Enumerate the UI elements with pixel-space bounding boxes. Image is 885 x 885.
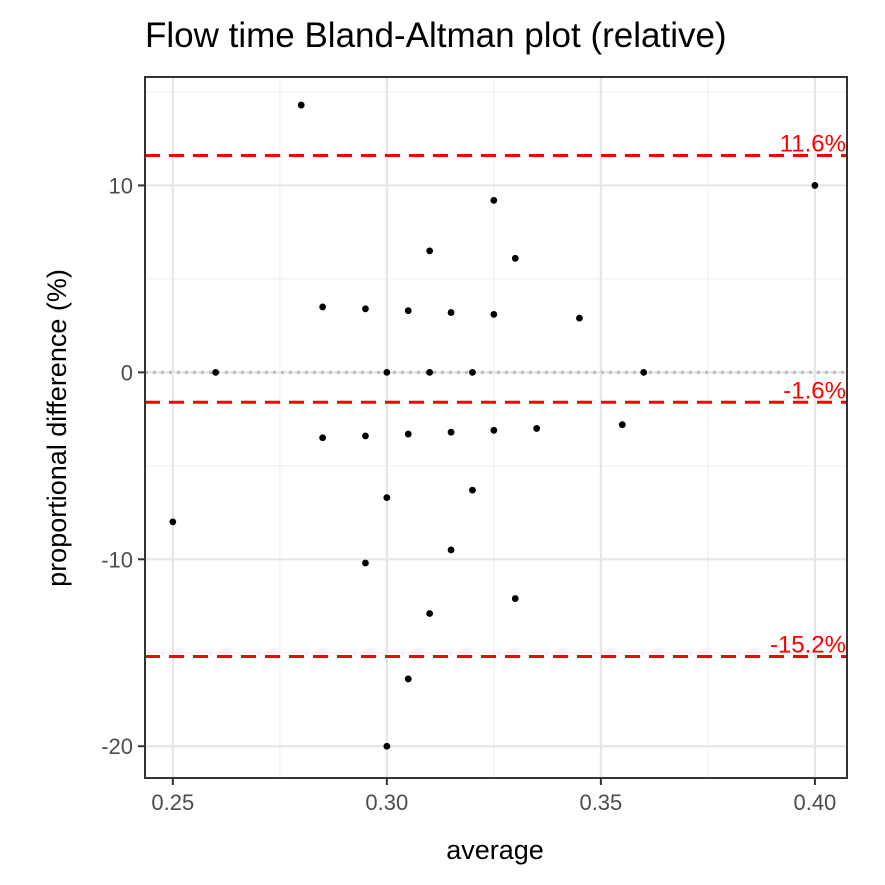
- data-point: [469, 486, 476, 494]
- data-point: [319, 303, 327, 311]
- grid-minor: [145, 77, 847, 778]
- panel-border: [144, 76, 848, 779]
- chart-title: Flow time Bland-Altman plot (relative): [145, 16, 727, 55]
- data-point: [404, 307, 412, 315]
- data-point: [362, 432, 369, 440]
- limit-line-label: 11.6%: [780, 131, 846, 158]
- data-point: [383, 494, 391, 501]
- data-point: [447, 309, 455, 316]
- data-point: [811, 182, 819, 189]
- data-point: [426, 368, 434, 376]
- x-axis-ticks: 0.25 0.30 0.35 0.40: [151, 778, 836, 815]
- data-point: [469, 368, 476, 376]
- y-tick-label: 10: [109, 173, 133, 198]
- limit-line-label: -1.6%: [783, 377, 846, 404]
- data-point: [447, 546, 455, 554]
- data-point: [426, 610, 434, 617]
- data-point: [297, 101, 305, 109]
- data-point: [490, 311, 498, 318]
- x-tick-label: 0.25: [151, 790, 194, 815]
- data-point: [447, 428, 455, 436]
- data-point: [490, 426, 498, 434]
- y-tick-label: -20: [101, 734, 133, 759]
- data-point: [362, 559, 369, 567]
- grid-major: [145, 77, 847, 778]
- x-tick-label: 0.35: [579, 790, 622, 815]
- data-point: [362, 305, 369, 313]
- data-point: [640, 368, 648, 376]
- x-axis-title: average: [446, 835, 544, 865]
- data-point: [404, 430, 412, 438]
- x-tick-label: 0.30: [365, 790, 408, 815]
- data-point: [169, 518, 177, 526]
- data-point: [576, 314, 583, 322]
- data-point: [383, 368, 391, 376]
- data-point: [533, 425, 541, 432]
- y-tick-label: -10: [101, 547, 133, 572]
- data-point: [404, 675, 412, 683]
- x-tick-label: 0.40: [793, 790, 836, 815]
- data-point: [490, 196, 498, 204]
- data-point: [511, 595, 519, 602]
- data-point: [511, 254, 519, 262]
- data-point: [426, 247, 434, 255]
- limit-line-label: -15.2%: [770, 631, 846, 658]
- data-point: [212, 368, 220, 376]
- reference-lines: 11.6% -1.6% -15.2%: [145, 131, 847, 658]
- data-point: [319, 434, 327, 442]
- data-point: [383, 742, 391, 750]
- y-axis-ticks: -20 -10 0 10: [101, 173, 145, 759]
- data-point: [618, 421, 626, 429]
- data-points: [169, 101, 819, 750]
- y-tick-label: 0: [121, 360, 133, 385]
- y-axis-title: proportional difference (%): [42, 269, 72, 587]
